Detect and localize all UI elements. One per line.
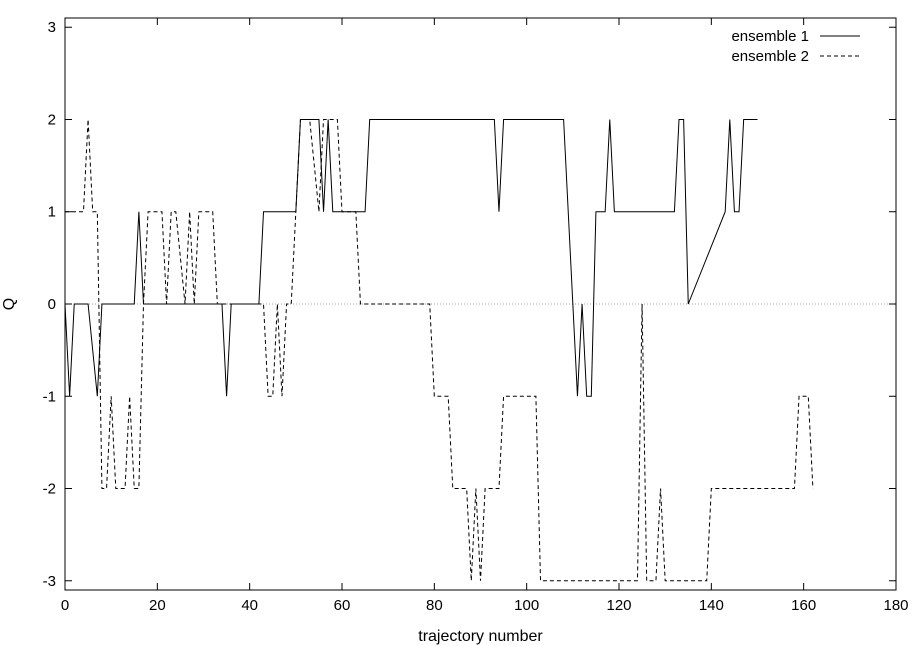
plot-frame [64,17,897,591]
y-tick-label: -1 [43,388,56,405]
x-tick-label: 60 [334,597,351,614]
x-tick-label: 40 [241,597,258,614]
series-line-ensemble-1 [64,118,758,397]
x-tick-label: 20 [149,597,166,614]
legend-entry-ensemble-2: ensemble 2 [731,48,809,65]
legend-entry-ensemble-1: ensemble 1 [731,28,809,45]
y-axis-label: Q [1,298,18,310]
x-tick-label: 100 [514,597,539,614]
x-tick-label: 120 [606,597,631,614]
x-tick-label: 180 [883,597,908,614]
y-tick-label: 0 [48,296,56,313]
series-layer [64,118,814,582]
y-tick-label: -3 [43,573,56,590]
x-tick-label: 0 [61,597,69,614]
x-tick-label: 160 [791,597,816,614]
x-tick-label: 80 [426,597,443,614]
y-tick-label: 1 [48,204,56,221]
y-tick-label: 3 [48,19,56,36]
x-axis-label: trajectory number [418,628,543,645]
series-line-ensemble-2 [65,118,814,582]
x-tick-label: 140 [699,597,724,614]
y-tick-label: -2 [43,481,56,498]
y-tick-label: 2 [48,111,56,128]
ticks-layer: 0 20 40 60 80 100 120 140 160 180 -3 -2 -1 0 1 2 3 [43,18,909,614]
legend: ensemble 1 ensemble 2 [731,28,860,65]
